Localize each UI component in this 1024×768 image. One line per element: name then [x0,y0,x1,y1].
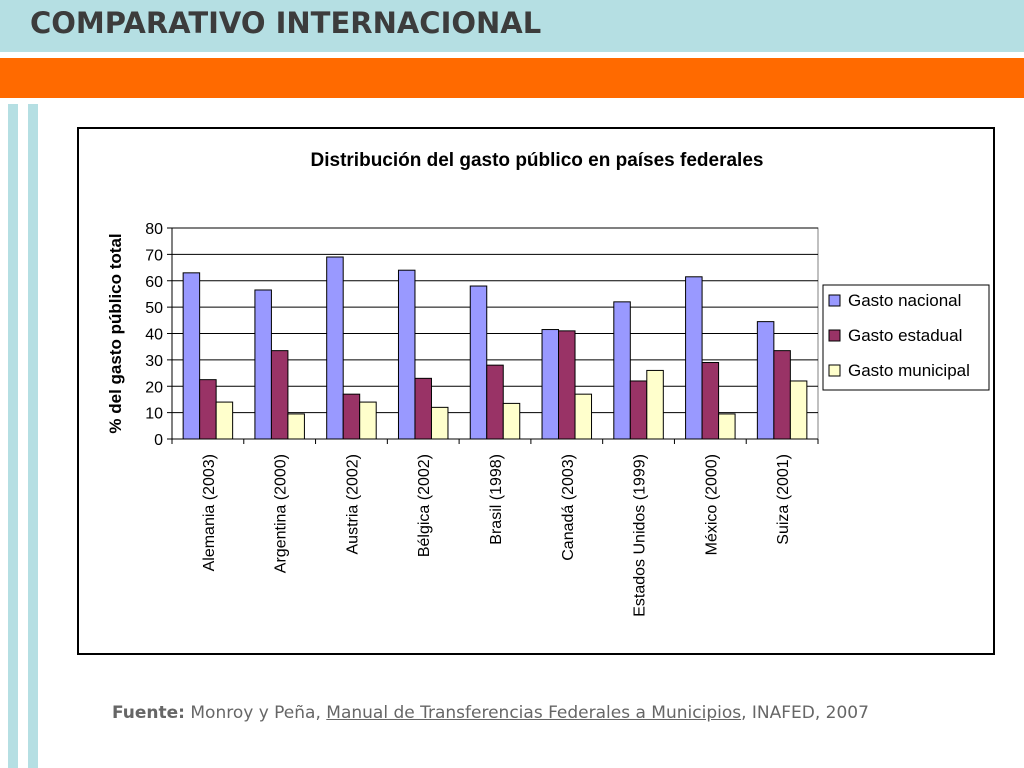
bar [701,362,720,440]
x-tick-label: Alemania (2003) [201,454,218,571]
bar [773,350,791,440]
bar [629,380,648,440]
bar [342,393,361,440]
x-tick-label: Bélgica (2002) [416,454,433,557]
bar [359,401,377,440]
x-tick-label: Estados Unidos (1999) [632,454,649,617]
x-tick-label: México (2000) [703,454,720,555]
y-tick-label: 50 [145,300,163,317]
source-book-link[interactable]: Manual de Transferencias Federales a Mun… [326,703,742,723]
legend-label: Gasto nacional [848,291,961,310]
y-axis-title: % del gasto público total [106,233,125,433]
y-tick-label: 40 [145,327,163,344]
legend-swatch [828,329,841,342]
bar [326,256,344,440]
bar [215,401,234,440]
bar [469,285,488,440]
bar [613,301,631,440]
bar [486,364,504,440]
legend-label: Gasto estadual [848,326,962,345]
bar [287,413,305,440]
source-citation: Fuente: Monroy y Peña, Manual de Transfe… [112,703,869,723]
bar [541,329,560,440]
y-tick-label: 10 [145,406,163,423]
accent-bar [0,58,1024,98]
bar [199,379,217,440]
bar [397,269,416,440]
y-tick-label: 80 [145,221,163,238]
bar [502,402,521,440]
x-tick-label: Austria (2002) [344,454,361,555]
decorative-stripe [28,104,38,768]
bar [718,413,736,440]
source-label: Fuente: [112,703,185,723]
bar [646,369,664,440]
y-tick-label: 30 [145,353,163,370]
bar [414,377,432,440]
bar [685,276,703,440]
chart-frame: Distribución del gasto público en países… [77,127,995,655]
x-tick-label: Suiza (2001) [775,454,792,545]
y-tick-label: 20 [145,379,163,396]
legend-swatch [828,364,841,377]
chart-title: Distribución del gasto público en países… [311,150,764,171]
bar [270,350,289,440]
x-tick-label: Canadá (2003) [560,454,577,561]
title-bar: COMPARATIVO INTERNACIONAL [0,0,1024,52]
bar [574,393,593,440]
bar [558,330,576,440]
bar [756,321,775,440]
bar [789,380,808,440]
y-tick-label: 0 [154,432,163,449]
legend-swatch [828,294,841,307]
legend-label: Gasto municipal [848,361,970,380]
y-tick-label: 60 [145,274,163,291]
bar [430,406,449,440]
slide-title: COMPARATIVO INTERNACIONAL [30,6,542,40]
bar [254,289,272,440]
legend-box [822,284,990,391]
source-authors: Monroy y Peña, [190,703,321,723]
x-tick-label: Brasil (1998) [488,454,505,545]
x-tick-label: Argentina (2000) [273,454,290,573]
source-publisher: , INAFED, 2007 [741,703,869,723]
bar [182,272,201,440]
y-tick-label: 70 [145,247,163,264]
bar-chart: Distribución del gasto público en países… [106,150,990,617]
decorative-stripe [8,104,18,768]
